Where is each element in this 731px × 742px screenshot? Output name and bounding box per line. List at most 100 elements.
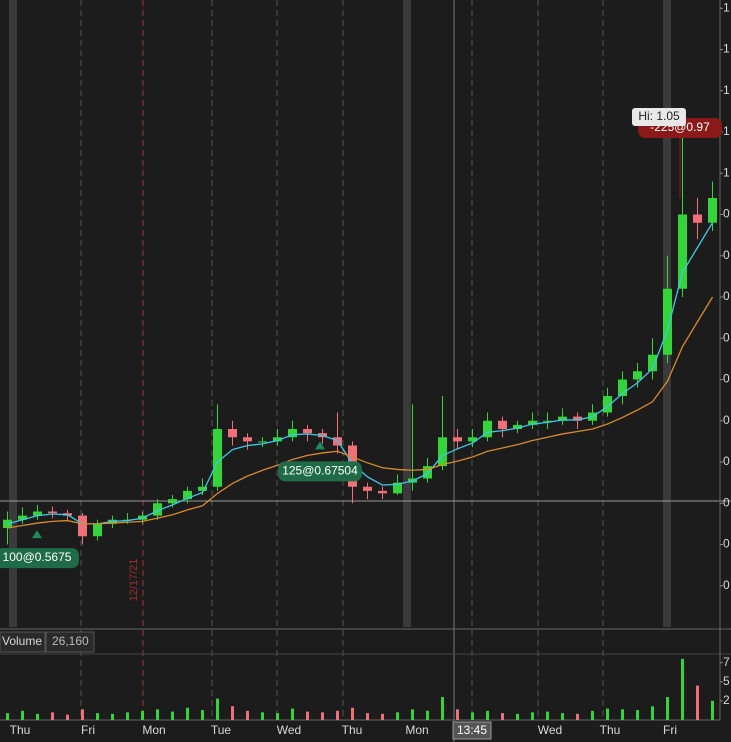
y-tick-label: 0 — [723, 248, 730, 262]
candle-body — [558, 416, 567, 421]
candle-body — [573, 416, 582, 421]
candle-body — [258, 441, 267, 443]
volume-bar — [261, 712, 264, 720]
volume-bar — [666, 697, 669, 720]
candle-body — [543, 420, 552, 422]
x-tick-label: Thu — [10, 723, 31, 737]
y-tick-label: 0 — [723, 578, 730, 592]
date-marker: 12/17/21 — [128, 559, 140, 602]
candle-body — [288, 429, 297, 438]
candle-body — [33, 511, 42, 516]
y-tick-label: 1 — [723, 124, 730, 138]
candle-body — [183, 490, 192, 500]
candle-body — [603, 396, 612, 413]
candle-body — [693, 214, 702, 223]
y-tick-label: 0 — [723, 372, 730, 386]
volume-bar — [186, 707, 189, 720]
session-band — [9, 0, 17, 627]
trade-arrow — [32, 530, 42, 539]
volume-bar — [291, 708, 294, 720]
candle-body — [93, 523, 102, 537]
volume-bar — [366, 713, 369, 720]
volume-bar — [321, 712, 324, 720]
volume-bar — [111, 713, 114, 720]
volume-bar — [576, 713, 579, 720]
high-label: Hi: 1.05 — [638, 109, 680, 123]
candle-body — [438, 437, 447, 467]
volume-readout-box — [45, 631, 95, 653]
volume-bar — [156, 709, 159, 720]
candle-body — [648, 354, 657, 372]
candle-body — [213, 429, 222, 487]
volume-bar — [546, 711, 549, 720]
volume-bar — [636, 710, 639, 720]
candle-body — [153, 503, 162, 516]
session-band — [403, 0, 411, 627]
volume-bar — [306, 711, 309, 720]
candle-body — [618, 379, 627, 396]
candle-body — [393, 482, 402, 494]
volume-bar — [246, 710, 249, 720]
volume-bar — [621, 709, 624, 720]
candle-body — [378, 490, 387, 494]
y-tick-label: 1 — [723, 165, 730, 179]
volume-bar — [501, 713, 504, 720]
y-tick-label: 0 — [723, 413, 730, 427]
candle-body — [468, 437, 477, 442]
candle-body — [228, 429, 237, 438]
x-tick-label: Mon — [142, 723, 165, 737]
volume-bar — [606, 708, 609, 720]
x-tick-label: Tue — [211, 723, 232, 737]
volume-bar — [216, 698, 219, 720]
candle-body — [708, 198, 717, 223]
volume-bar — [651, 706, 654, 720]
volume-bar — [36, 713, 39, 720]
volume-bar — [471, 712, 474, 720]
candle-body — [363, 486, 372, 491]
volume-bar — [396, 712, 399, 720]
candle-body — [663, 288, 672, 355]
x-tick-label: Fri — [81, 723, 95, 737]
volume-bar — [516, 713, 519, 720]
volume-bar — [711, 700, 714, 720]
volume-bar — [381, 713, 384, 720]
candle-body — [633, 371, 642, 380]
volume-bar — [141, 710, 144, 720]
candle-body — [18, 515, 27, 520]
volume-bar — [591, 710, 594, 720]
volume-bar — [456, 709, 459, 720]
candle-body — [273, 437, 282, 442]
trade-bubble — [0, 548, 79, 569]
volume-readout: 26,160 — [52, 634, 89, 648]
volume-bar — [66, 714, 69, 720]
y-tick-label: 0 — [723, 207, 730, 221]
moving-average — [7, 296, 714, 529]
candle-body — [423, 466, 432, 479]
candle-body — [513, 424, 522, 429]
y-tick-label: 0 — [723, 454, 730, 468]
volume-bar — [21, 710, 24, 720]
candle-body — [303, 429, 312, 434]
volume-bar — [96, 713, 99, 720]
candle-body — [168, 499, 177, 504]
volume-bar — [531, 712, 534, 720]
volume-bar — [276, 713, 279, 720]
y-tick-label: 0 — [723, 495, 730, 509]
x-tick-label: Thu — [342, 723, 363, 737]
volume-bar — [441, 697, 444, 720]
candle-body — [243, 437, 252, 442]
volume-tick-label: 2 — [723, 693, 730, 707]
volume-bar — [171, 711, 174, 720]
y-tick-label: 1 — [723, 42, 730, 56]
candle-body — [78, 515, 87, 537]
y-tick-label: 0 — [723, 537, 730, 551]
volume-tick-label: 7 — [723, 655, 730, 669]
candle-body — [528, 420, 537, 425]
trade-arrow — [315, 441, 325, 450]
y-tick-label: 0 — [723, 289, 730, 303]
high-label-box — [632, 108, 686, 126]
x-tick-label: Wed — [538, 723, 562, 737]
cursor-time-box — [452, 721, 492, 740]
y-tick-label: 1 — [723, 83, 730, 97]
